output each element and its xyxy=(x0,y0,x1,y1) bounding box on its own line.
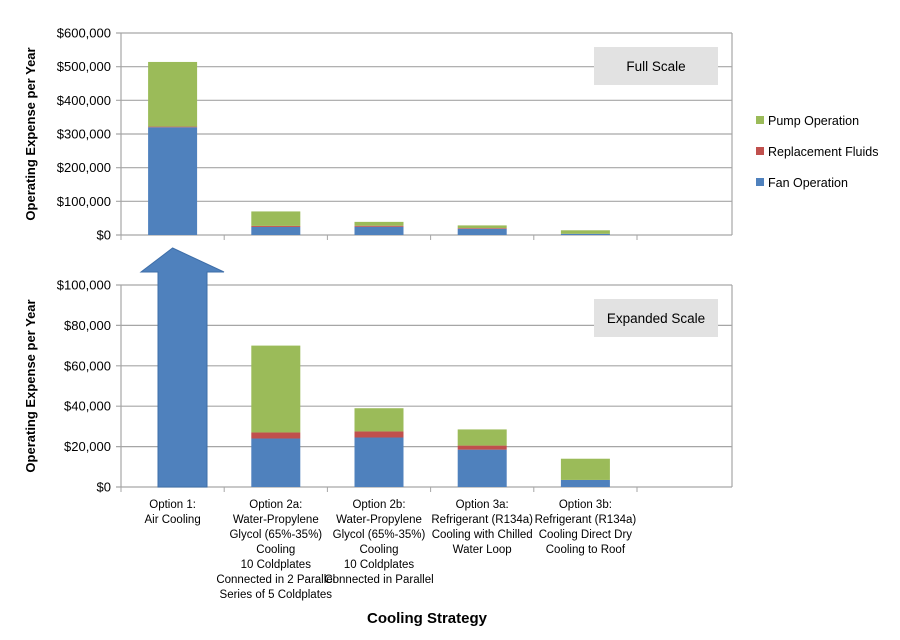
scale-label: Full Scale xyxy=(626,59,685,74)
y-tick-label: $0 xyxy=(97,228,111,243)
bar-stack-option-3 xyxy=(354,408,404,487)
bar-fan-operation xyxy=(148,127,198,235)
scale-label-box xyxy=(594,47,718,85)
bar-stack-option-4 xyxy=(457,225,507,235)
bar-stack-option-1 xyxy=(139,247,225,488)
y-tick-label: $400,000 xyxy=(57,93,111,108)
x-axis-title: Cooling Strategy xyxy=(367,610,488,627)
bar-pump-operation xyxy=(251,211,301,226)
bar-pump-operation xyxy=(457,225,507,229)
category-labels: Option 1: Air Cooling Option 2a: Water-Prop… xyxy=(144,499,636,601)
scale-label: Expanded Scale xyxy=(607,311,705,326)
legend-label: Fan Operation xyxy=(768,176,848,190)
y-tick-label: $500,000 xyxy=(57,59,111,74)
bar-replacement-fluids xyxy=(251,432,301,439)
bar-pump-operation xyxy=(560,230,610,234)
legend-swatch xyxy=(756,147,764,155)
y-axis-title: Operating Expense per Year xyxy=(23,47,38,220)
legend: Pump Operation Replacement Fluids Fan Oper… xyxy=(756,114,878,190)
y-tick-label: $100,000 xyxy=(57,278,111,293)
y-tick-label: $40,000 xyxy=(64,399,111,414)
y-tick-label: $100,000 xyxy=(57,194,111,209)
bar-stack-option-1 xyxy=(148,61,198,235)
y-tick-label: $80,000 xyxy=(64,318,111,333)
x-tick-label-option-4: Option 3a: Refrigerant (R134a) Cooling wit… xyxy=(431,499,533,556)
bar-pump-operation xyxy=(457,429,507,446)
bar-fan-operation xyxy=(560,233,610,235)
bar-replacement-fluids xyxy=(148,126,198,128)
bar-replacement-fluids xyxy=(354,225,404,227)
panel-full-scale: $0 $100,000 $200,000 $300,000 $400,000 $500,0… xyxy=(23,26,733,243)
y-axis-title: Operating Expense per Year xyxy=(23,299,38,472)
bar-fan-operation xyxy=(457,228,507,235)
bar-fan-operation xyxy=(251,438,301,487)
y-tick-label: $20,000 xyxy=(64,439,111,454)
x-tick-label-option-2: Option 2a: Water-Propylene Glycol (65%-35%… xyxy=(216,499,335,601)
bar-stack-option-3 xyxy=(354,221,404,235)
bar-replacement-fluids xyxy=(251,225,301,227)
bar-stack-option-4 xyxy=(457,429,507,487)
legend-item-pump-operation: Pump Operation xyxy=(756,114,859,128)
bar-pump-operation xyxy=(354,408,404,432)
legend-swatch xyxy=(756,116,764,124)
bar-fan-operation xyxy=(560,479,610,487)
bar-pump-operation xyxy=(560,458,610,480)
bar-replacement-fluids xyxy=(457,228,507,229)
bar-fan-operation xyxy=(354,226,404,235)
legend-swatch xyxy=(756,178,764,186)
bar-stack-option-2 xyxy=(251,345,301,487)
scale-label-box xyxy=(594,299,718,337)
bar-replacement-fluids xyxy=(457,445,507,450)
bar-fan-operation xyxy=(354,437,404,487)
legend-label: Pump Operation xyxy=(768,114,859,128)
bar-pump-operation xyxy=(354,221,404,226)
bar-fan-operation xyxy=(251,226,301,235)
y-tick-label: $60,000 xyxy=(64,358,111,373)
off-scale-arrow-icon xyxy=(139,247,225,488)
y-tick-label: $200,000 xyxy=(57,160,111,175)
x-tick-label-option-3: Option 2b: Water-Propylene Glycol (65%-35%… xyxy=(324,499,433,586)
bar-pump-operation xyxy=(251,345,301,433)
y-tick-label: $600,000 xyxy=(57,26,111,41)
legend-item-replacement-fluids: Replacement Fluids xyxy=(756,145,878,159)
legend-label: Replacement Fluids xyxy=(768,145,878,159)
y-tick-label: $0 xyxy=(97,480,111,495)
bar-replacement-fluids xyxy=(354,431,404,438)
legend-item-fan-operation: Fan Operation xyxy=(756,176,848,190)
bar-pump-operation xyxy=(148,61,198,127)
panel-expanded-scale: $0 $20,000 $40,000 $60,000 $80,000 $100,000 Op… xyxy=(23,247,733,495)
bar-stack-option-5 xyxy=(560,458,610,487)
bar-fan-operation xyxy=(457,449,507,487)
x-tick-label-option-5: Option 3b: Refrigerant (R134a) Cooling Dir… xyxy=(535,499,637,556)
bar-stack-option-5 xyxy=(560,230,610,235)
bar-stack-option-2 xyxy=(251,211,301,235)
y-tick-label: $300,000 xyxy=(57,127,111,142)
x-tick-label-option-1: Option 1: Air Cooling xyxy=(144,499,200,526)
